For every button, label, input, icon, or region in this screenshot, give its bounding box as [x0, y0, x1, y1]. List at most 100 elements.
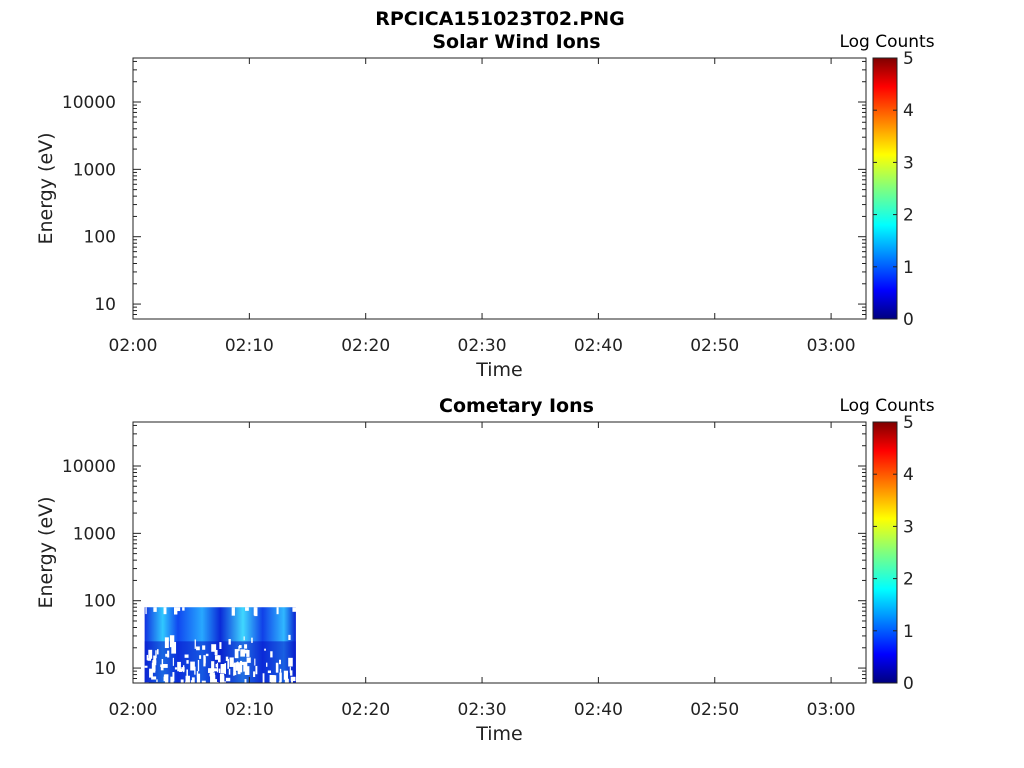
heatmap-gap: [199, 655, 202, 659]
heatmap-gap: [214, 649, 218, 656]
heatmap-gap: [243, 636, 245, 641]
heatmap-gap: [186, 660, 189, 664]
colorbar-tick-label: 3: [903, 517, 914, 537]
heatmap-gap: [270, 675, 275, 684]
colorbar-tick-label: 0: [903, 310, 914, 330]
colorbar-label: Log Counts: [839, 32, 934, 52]
heatmap-gap: [148, 649, 153, 659]
y-tick-label: 10: [94, 295, 116, 315]
heatmap-gap: [173, 607, 178, 615]
heatmap-gap: [288, 634, 291, 641]
colorbar-gradient: [872, 421, 898, 684]
heatmap-gap: [211, 644, 217, 652]
figure-title: RPCICA151023T02.PNG: [375, 8, 625, 30]
x-tick-label: 02:20: [341, 336, 390, 356]
heatmap-gap: [163, 607, 167, 615]
heatmap-gap: [147, 658, 152, 661]
colorbar: Log Counts 0 1 2 3 4 5: [839, 32, 934, 330]
heatmap-gap: [203, 655, 206, 667]
plot-frame: [132, 421, 867, 684]
heatmap-gap: [246, 657, 251, 663]
heatmap-gap: [194, 639, 196, 649]
heatmap-gap: [278, 681, 282, 693]
heatmap-gap: [239, 660, 243, 673]
heatmap-gap: [220, 664, 226, 674]
heatmap-gap: [244, 679, 247, 690]
heatmap-gap: [182, 665, 185, 673]
heatmap-gap: [290, 670, 293, 676]
heatmap-gap: [162, 664, 168, 668]
heatmap-gap: [254, 607, 258, 617]
heatmap-gap: [227, 659, 229, 669]
x-tick-label: 02:40: [574, 700, 623, 720]
panels: Solar Wind Ions 02:00 02:10 02:20 02:30 02:40…: [35, 31, 935, 745]
heatmap-gap: [178, 668, 183, 672]
heatmap-gap: [267, 670, 271, 674]
y-axis-label: Energy (eV): [35, 132, 57, 244]
heatmap-gap: [201, 680, 206, 692]
heatmap-gap: [254, 658, 256, 666]
heatmap-gap: [292, 607, 297, 612]
heatmap-gap: [240, 662, 245, 665]
x-tick-label: 02:00: [109, 700, 158, 720]
heatmap-gap: [170, 682, 174, 687]
heatmap-gap: [191, 677, 195, 685]
heatmap-gap: [244, 644, 248, 649]
heatmap-gap: [194, 666, 196, 675]
x-tick-label: 02:50: [690, 700, 739, 720]
x-tick-label: 02:00: [109, 336, 158, 356]
heatmap-gap: [290, 676, 296, 682]
heatmap-gap: [238, 646, 240, 652]
heatmap-gap: [251, 637, 253, 643]
heatmap-gap: [262, 673, 265, 683]
heatmap-gap: [243, 661, 248, 672]
heatmap-gap: [215, 663, 219, 668]
heatmap-gap: [184, 681, 187, 688]
heatmap-gap: [225, 677, 231, 682]
x-tick-label: 03:00: [807, 336, 856, 356]
heatmap-gap: [177, 661, 181, 672]
heatmap-patch: [144, 607, 297, 693]
x-axis-label: Time: [475, 723, 523, 745]
heatmap-gap: [279, 668, 282, 673]
heatmap-gap: [156, 649, 159, 655]
heatmap-gap: [184, 654, 189, 658]
heatmap-gap: [244, 649, 248, 654]
colorbar-tick-label: 0: [903, 674, 914, 694]
heatmap-gap: [164, 637, 169, 649]
heatmap-gap: [209, 673, 214, 677]
heatmap-gap: [225, 656, 229, 661]
heatmap-gap: [221, 675, 225, 686]
heatmap-gap: [224, 663, 226, 675]
heatmap-gap: [202, 645, 206, 650]
colorbar-tick-label: 4: [903, 465, 914, 485]
heatmap-gap: [266, 662, 268, 667]
x-tick-label: 02:50: [690, 336, 739, 356]
heatmap-gap: [211, 661, 215, 673]
colorbar-tick-label: 5: [903, 49, 914, 69]
heatmap-gap: [176, 607, 181, 612]
heatmap-gap: [278, 659, 281, 665]
heatmap-gap: [160, 664, 165, 668]
colorbar-tick-label: 5: [903, 413, 914, 433]
heatmap-gap: [169, 635, 175, 648]
heatmap-gap: [182, 607, 185, 611]
heatmap-gap: [283, 670, 288, 680]
x-tick-label: 02:20: [341, 700, 390, 720]
heatmap-gap: [153, 607, 157, 612]
panel-1: Solar Wind Ions 02:00 02:10 02:20 02:30 02:40…: [35, 31, 935, 381]
colorbar-tick-label: 1: [903, 258, 914, 278]
y-axis-label: Energy (eV): [35, 496, 57, 608]
y-tick-label: 1000: [73, 160, 116, 180]
heatmap-gap: [170, 676, 174, 685]
x-tick-label: 03:00: [807, 700, 856, 720]
heatmap-gap: [240, 649, 245, 657]
heatmap-gap: [205, 653, 209, 657]
colorbar-gradient: [872, 57, 898, 320]
panel-title: Cometary Ions: [439, 395, 594, 417]
heatmap-gap: [253, 671, 256, 677]
heatmap-gap: [149, 668, 153, 678]
heatmap-gap: [167, 650, 170, 658]
colorbar-tick-label: 2: [903, 206, 914, 226]
